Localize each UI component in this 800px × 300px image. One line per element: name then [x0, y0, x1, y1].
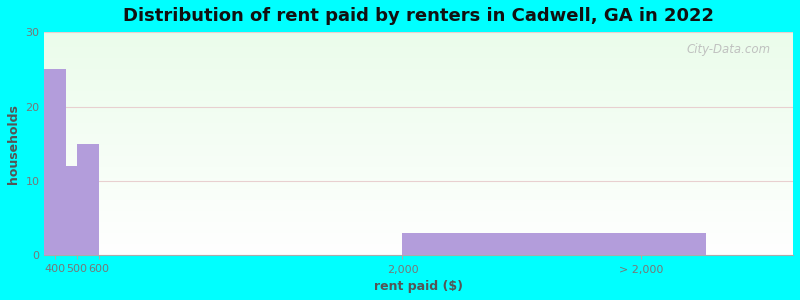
X-axis label: rent paid ($): rent paid ($)	[374, 280, 463, 293]
Bar	[45, 69, 66, 256]
Text: City-Data.com: City-Data.com	[686, 43, 770, 56]
Bar	[77, 144, 98, 256]
Bar	[402, 233, 706, 256]
Y-axis label: households: households	[7, 104, 20, 184]
Bar	[66, 166, 77, 256]
Title: Distribution of rent paid by renters in Cadwell, GA in 2022: Distribution of rent paid by renters in …	[123, 7, 714, 25]
